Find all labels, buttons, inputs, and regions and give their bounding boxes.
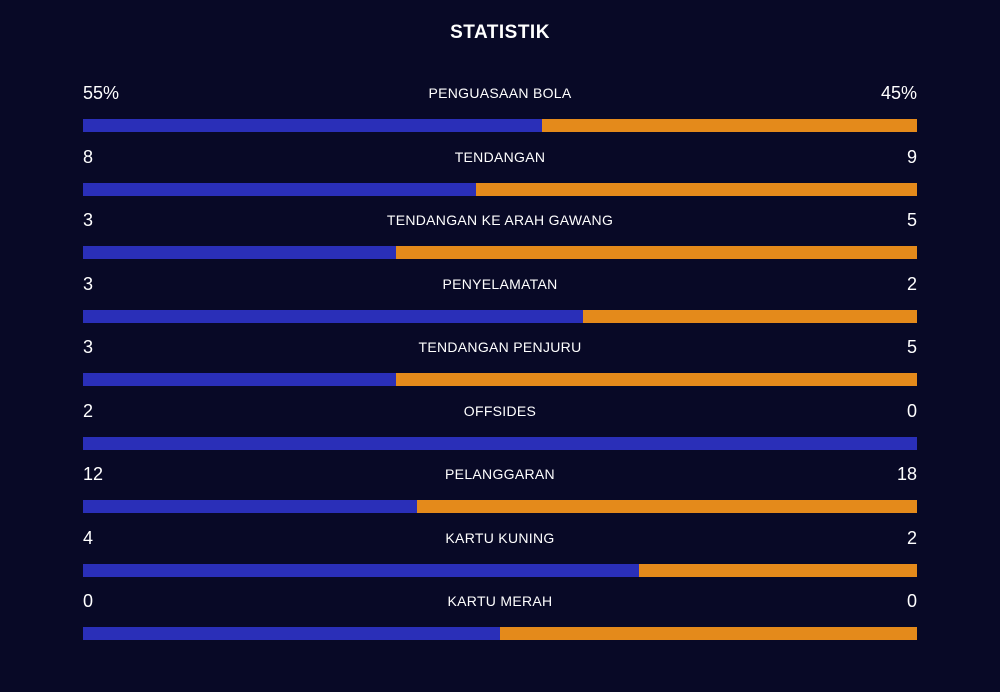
stat-row-saves: 3 PENYELAMATAN 2 bbox=[83, 271, 917, 335]
stat-row-shots-on-target: 3 TENDANGAN KE ARAH GAWANG 5 bbox=[83, 207, 917, 271]
away-value: 5 bbox=[906, 337, 917, 357]
home-value: 4 bbox=[83, 527, 94, 548]
stat-bar bbox=[83, 563, 917, 577]
stat-bar bbox=[83, 182, 917, 196]
stat-row-yellow-cards: 4 KARTU KUNING 2 bbox=[83, 525, 917, 589]
stat-label: TENDANGAN KE ARAH GAWANG bbox=[386, 212, 614, 228]
away-bar-fill bbox=[583, 309, 917, 323]
away-value: 0 bbox=[906, 400, 917, 421]
stat-bar bbox=[83, 373, 917, 386]
stat-bar bbox=[83, 436, 917, 450]
away-value: 0 bbox=[906, 591, 917, 611]
stat-row-fouls: 12 PELANGGARAN 18 bbox=[83, 461, 917, 525]
stats-title: STATISTIK bbox=[450, 22, 550, 43]
stat-bar bbox=[83, 246, 917, 259]
stat-label: OFFSIDES bbox=[463, 402, 537, 419]
away-bar-fill bbox=[395, 373, 917, 386]
home-value: 3 bbox=[83, 273, 94, 294]
stat-bar bbox=[83, 309, 917, 323]
home-bar-fill bbox=[83, 246, 396, 259]
stat-row-corners: 3 TENDANGAN PENJURU 5 bbox=[83, 334, 917, 398]
stats-list: 55% PENGUASAAN BOLA 45% 8 TENDANGAN 9 3 … bbox=[83, 80, 917, 652]
stat-row-possession: 55% PENGUASAAN BOLA 45% bbox=[83, 80, 917, 144]
stat-bar bbox=[83, 627, 917, 640]
away-value: 9 bbox=[906, 146, 917, 167]
away-bar-fill bbox=[500, 627, 917, 640]
away-value: 5 bbox=[906, 210, 917, 230]
home-value: 3 bbox=[83, 337, 94, 357]
home-bar-fill bbox=[83, 373, 396, 386]
away-value: 45% bbox=[880, 83, 917, 103]
away-bar-fill bbox=[395, 246, 917, 259]
stat-label: TENDANGAN PENJURU bbox=[418, 339, 582, 355]
away-bar-fill bbox=[475, 182, 917, 196]
home-bar-fill bbox=[83, 627, 500, 640]
away-bar-fill bbox=[639, 563, 917, 577]
away-value: 18 bbox=[896, 464, 917, 484]
home-bar-fill bbox=[83, 563, 640, 577]
home-bar-fill bbox=[83, 309, 584, 323]
stat-label: KARTU KUNING bbox=[445, 529, 555, 546]
stat-bar bbox=[83, 119, 917, 132]
stat-bar bbox=[83, 500, 917, 513]
stat-row-shots: 8 TENDANGAN 9 bbox=[83, 144, 917, 208]
away-bar-fill bbox=[541, 119, 917, 132]
away-bar-fill bbox=[416, 500, 917, 513]
stat-label: KARTU MERAH bbox=[447, 593, 553, 609]
home-bar-fill bbox=[83, 182, 476, 196]
home-value: 3 bbox=[83, 210, 94, 230]
stat-label: PENGUASAAN BOLA bbox=[428, 85, 572, 101]
home-bar-fill bbox=[83, 119, 542, 132]
home-value: 8 bbox=[83, 146, 94, 167]
stat-label: PENYELAMATAN bbox=[442, 275, 558, 292]
home-bar-fill bbox=[83, 436, 917, 450]
stat-label: PELANGGARAN bbox=[445, 466, 555, 482]
home-value: 0 bbox=[83, 591, 94, 611]
stat-label: TENDANGAN bbox=[454, 148, 546, 165]
away-value: 2 bbox=[906, 527, 917, 548]
home-value: 2 bbox=[83, 400, 94, 421]
home-value: 12 bbox=[83, 464, 104, 484]
stat-row-offsides: 2 OFFSIDES 0 bbox=[83, 398, 917, 462]
home-value: 55% bbox=[83, 83, 120, 103]
home-bar-fill bbox=[83, 500, 417, 513]
away-value: 2 bbox=[906, 273, 917, 294]
stat-row-red-cards: 0 KARTU MERAH 0 bbox=[83, 588, 917, 652]
